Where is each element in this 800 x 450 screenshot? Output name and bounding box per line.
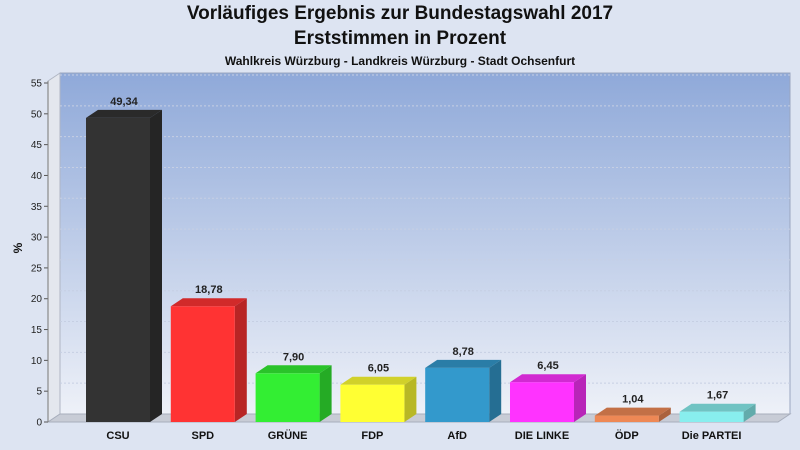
y-axis-label: % (11, 242, 25, 253)
x-tick-label: CSU (106, 430, 129, 442)
bar-value-label: 6,05 (368, 363, 389, 375)
bar (679, 411, 744, 422)
x-tick-label: ÖDP (615, 429, 639, 442)
y-tick-label: 30 (31, 233, 43, 244)
bar-top (594, 407, 671, 416)
bar-side (404, 376, 417, 422)
bar (594, 415, 659, 422)
x-tick-label: FDP (361, 430, 383, 442)
bar-value-label: 6,45 (537, 360, 558, 372)
bar (170, 306, 235, 422)
bar-side (319, 365, 332, 422)
bar-top (679, 403, 756, 412)
bar-top (510, 374, 586, 383)
bar-value-label: 7,90 (283, 351, 304, 363)
bar (86, 117, 150, 423)
x-tick-label: GRÜNE (268, 429, 308, 442)
bar (510, 382, 574, 422)
y-tick-label: 55 (31, 79, 43, 90)
x-tick-label: SPD (191, 430, 214, 442)
y-tick-label: 0 (36, 418, 42, 429)
y-tick-label: 35 (31, 202, 43, 213)
y-tick-label: 40 (31, 171, 43, 182)
bar-top (425, 359, 502, 368)
y-tick-label: 10 (31, 356, 43, 367)
bar (255, 373, 320, 422)
bar-top (340, 376, 417, 385)
y-tick-label: 15 (31, 325, 43, 336)
plot-background (59, 72, 791, 415)
y-tick-label: 5 (36, 387, 42, 398)
x-tick-label: DIE LINKE (515, 430, 569, 442)
bar-top (255, 365, 332, 374)
bar-value-label: 18,78 (195, 284, 223, 296)
bar-top (170, 298, 247, 307)
bar-side (150, 109, 162, 423)
x-tick-label: Die PARTEI (682, 430, 742, 442)
bar-value-label: 49,34 (110, 96, 138, 108)
chart-region-subtitle: Wahlkreis Würzburg - Landkreis Würzburg … (224, 54, 576, 68)
bar (425, 367, 490, 422)
bar-side (489, 359, 502, 422)
bar-value-label: 1,67 (707, 390, 728, 402)
y-tick-label: 45 (31, 140, 43, 151)
bar (340, 384, 405, 422)
chart-subtitle: Erststimmen in Prozent (293, 28, 507, 49)
y-tick-label: 50 (31, 109, 43, 120)
bar-side (743, 403, 756, 422)
x-tick-label: AfD (447, 430, 467, 442)
chart-title: Vorläufiges Ergebnis zur Bundestagswahl … (186, 3, 614, 24)
bar-side (658, 407, 671, 422)
plot-side-wall (47, 72, 61, 423)
bar-top (86, 109, 162, 118)
bar-value-label: 1,04 (622, 394, 644, 406)
y-tick-label: 25 (31, 263, 43, 274)
bar-side (234, 298, 247, 422)
bar-side (574, 374, 586, 422)
y-tick-label: 20 (31, 294, 43, 305)
bar-value-label: 8,78 (452, 346, 473, 358)
